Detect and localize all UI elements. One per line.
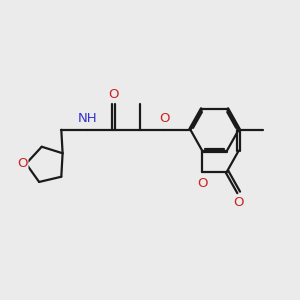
- Text: O: O: [233, 196, 244, 209]
- Text: O: O: [108, 88, 119, 101]
- Text: NH: NH: [78, 112, 97, 124]
- Text: O: O: [159, 112, 169, 124]
- Text: O: O: [17, 157, 27, 170]
- Text: O: O: [197, 177, 207, 190]
